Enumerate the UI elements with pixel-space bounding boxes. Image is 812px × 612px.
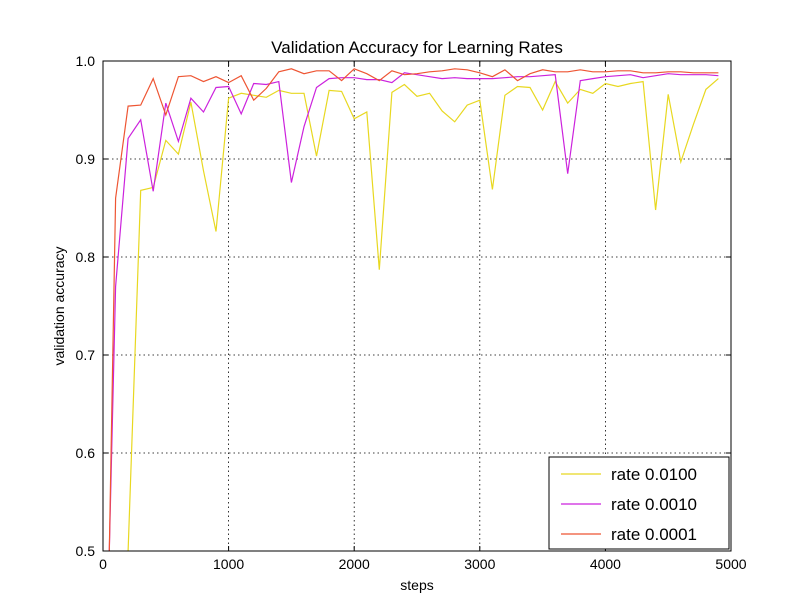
y-tick-label: 1.0 [76,53,96,69]
series-line-1 [127,78,719,551]
y-tick-label: 0.7 [76,347,96,363]
x-tick-label: 4000 [590,556,621,572]
legend-label-3: rate 0.0001 [611,525,697,544]
y-tick-label: 0.8 [76,249,96,265]
x-tick-label: 0 [99,556,107,572]
x-tick-label: 3000 [464,556,495,572]
y-tick-label: 0.9 [76,151,96,167]
x-tick-label: 1000 [213,556,244,572]
x-axis-label: steps [400,577,433,593]
legend-label-1: rate 0.0100 [611,465,697,484]
grid-lines [103,61,731,551]
y-tick-label: 0.6 [76,445,96,461]
x-tick-label: 5000 [715,556,746,572]
plot-frame [102,60,732,552]
legend-label-2: rate 0.0010 [611,495,697,514]
chart-title: Validation Accuracy for Learning Rates [271,38,563,57]
y-tick-label: 0.5 [76,543,96,559]
series-line-3 [108,68,719,551]
axis-ticks: 0 1000 2000 3000 4000 5000 0.5 0.6 0.7 0.8 0.9 1.0 [76,53,747,572]
series-lines [108,68,719,551]
legend: rate 0.0100 rate 0.0010 rate 0.0001 [548,456,730,550]
y-axis-label: validation accuracy [51,246,67,365]
x-tick-label: 2000 [339,556,370,572]
